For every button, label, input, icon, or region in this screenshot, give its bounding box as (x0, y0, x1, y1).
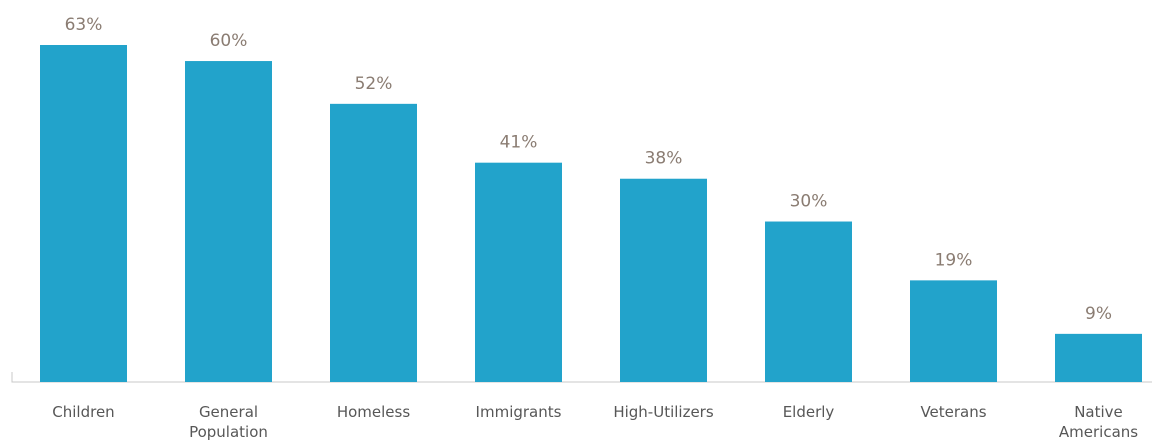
bars-layer (40, 45, 1142, 383)
value-label-6: 19% (935, 250, 973, 270)
tick-label-7-line-0: Native (1074, 403, 1123, 421)
value-label-5: 30% (790, 192, 828, 212)
tick-label-7: Native Americans (1059, 403, 1138, 441)
tick-label-1-line-0: General (199, 403, 258, 421)
tick-label-0: Children (52, 403, 114, 421)
tick-label-3: Immigrants (476, 403, 562, 421)
value-label-2: 52% (355, 74, 393, 94)
bar-1 (185, 61, 272, 383)
value-label-1: 60% (210, 31, 248, 51)
bar-3 (475, 162, 562, 382)
tick-label-1: General Population (189, 403, 268, 441)
tick-label-6: Veterans (920, 403, 986, 421)
bar-2 (330, 103, 417, 382)
value-label-0: 63% (65, 15, 103, 35)
tick-label-5: Elderly (783, 403, 835, 421)
tick-label-7-line-1: Americans (1059, 423, 1138, 441)
bar-7 (1055, 333, 1142, 382)
bar-4 (620, 178, 707, 382)
value-label-3: 41% (500, 133, 538, 153)
tick-label-4: High-Utilizers (613, 403, 714, 421)
bar-0 (40, 45, 127, 382)
tick-label-5-line-0: Elderly (783, 403, 835, 421)
tick-labels-layer: Children General Population Homeless Immigra… (52, 403, 1138, 441)
value-label-7: 9% (1085, 304, 1112, 324)
tick-label-6-line-0: Veterans (920, 403, 986, 421)
tick-label-2: Homeless (337, 403, 411, 421)
tick-label-1-line-1: Population (189, 423, 268, 441)
tick-label-4-line-0: High-Utilizers (613, 403, 714, 421)
bar-6 (910, 280, 997, 382)
bar-5 (765, 221, 852, 382)
value-label-4: 38% (645, 149, 683, 169)
tick-label-0-line-0: Children (52, 403, 114, 421)
value-labels-layer: 63% 60% 52% 41% 38% 30% 19% 9% (65, 15, 1112, 324)
tick-label-2-line-0: Homeless (337, 403, 411, 421)
tick-label-3-line-0: Immigrants (476, 403, 562, 421)
